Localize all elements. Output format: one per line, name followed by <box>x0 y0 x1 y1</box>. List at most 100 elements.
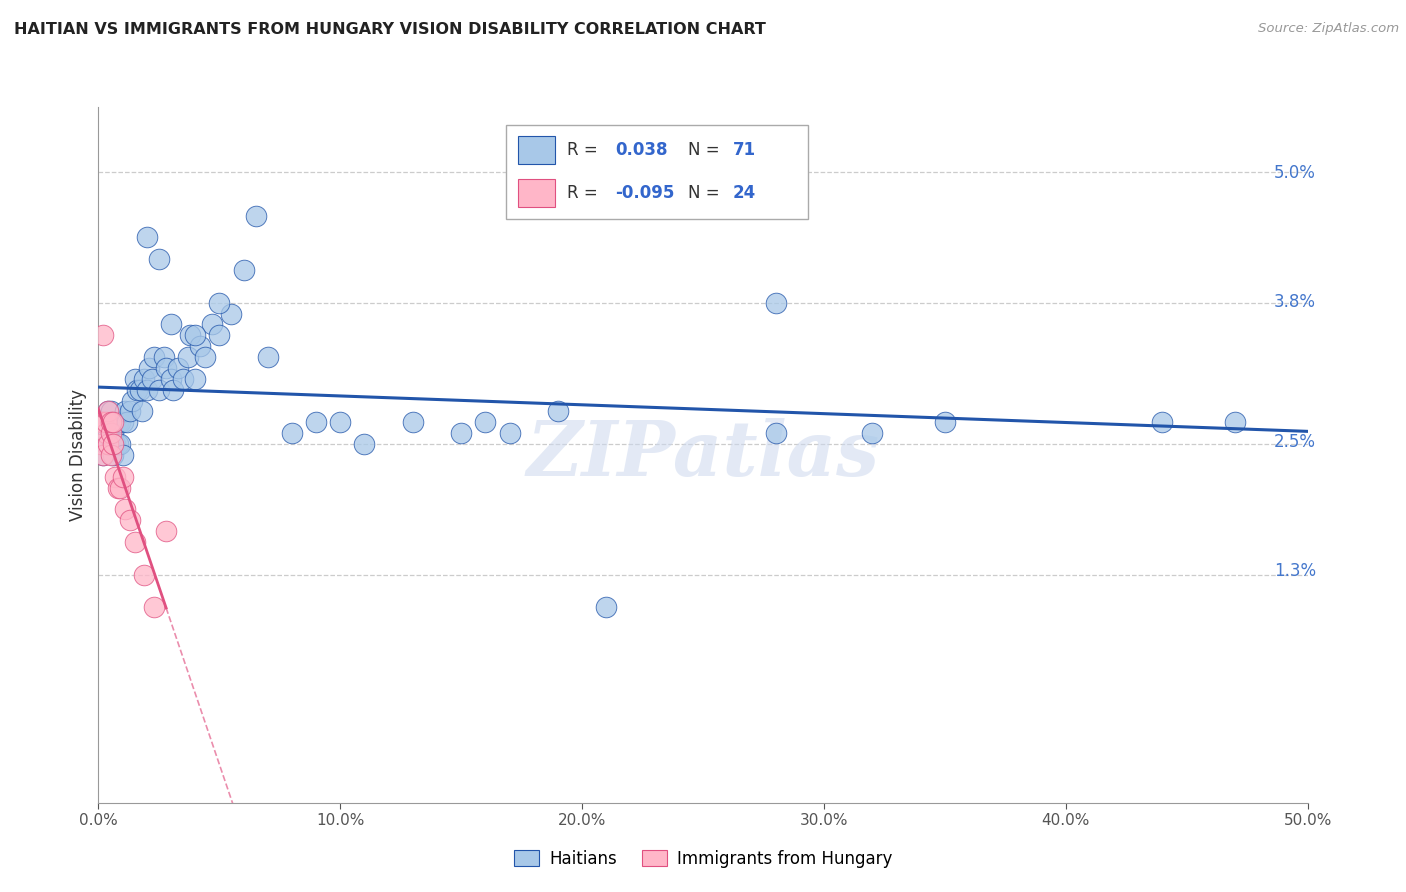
Point <box>621 593 644 607</box>
Point <box>252 326 274 340</box>
Point <box>180 411 202 425</box>
Point <box>256 336 278 351</box>
Point <box>172 422 194 436</box>
Point <box>169 443 191 458</box>
Point <box>1189 411 1212 425</box>
Point <box>177 443 200 458</box>
Point <box>219 250 242 264</box>
Point <box>260 347 283 361</box>
Point <box>236 358 259 372</box>
Point <box>172 433 194 447</box>
Y-axis label: Vision Disability: Vision Disability <box>69 384 87 516</box>
Point <box>318 347 340 361</box>
Text: N =: N = <box>688 141 718 159</box>
Point <box>172 411 194 425</box>
FancyBboxPatch shape <box>519 179 554 207</box>
Point <box>184 475 207 490</box>
Point <box>219 379 242 393</box>
Point <box>204 401 226 415</box>
Point <box>928 411 950 425</box>
Point <box>775 293 797 308</box>
Point <box>232 379 254 393</box>
Point <box>167 433 190 447</box>
Point <box>188 497 211 511</box>
Point <box>534 422 557 436</box>
Point <box>231 368 253 383</box>
Text: R =: R = <box>567 185 598 202</box>
Point <box>775 422 797 436</box>
Text: N =: N = <box>688 185 718 202</box>
Text: ZIPatlas: ZIPatlas <box>544 414 897 487</box>
Point <box>169 443 191 458</box>
Point <box>169 411 191 425</box>
Legend: Haitians, Immigrants from Hungary: Haitians, Immigrants from Hungary <box>524 833 917 864</box>
Point <box>169 411 191 425</box>
Point <box>176 422 198 436</box>
FancyBboxPatch shape <box>519 136 554 164</box>
Point <box>197 368 219 383</box>
Point <box>173 433 195 447</box>
Point <box>186 443 209 458</box>
Point <box>307 207 329 221</box>
Point <box>267 315 290 329</box>
Point <box>252 368 274 383</box>
Point <box>224 347 246 361</box>
Text: Source: ZipAtlas.com: Source: ZipAtlas.com <box>1258 22 1399 36</box>
Point <box>173 422 195 436</box>
Point <box>205 561 228 575</box>
Point <box>173 401 195 415</box>
Point <box>492 422 515 436</box>
Point <box>176 433 198 447</box>
Point <box>188 401 211 415</box>
Point <box>177 422 200 436</box>
Text: -0.095: -0.095 <box>614 185 675 202</box>
Point <box>405 433 427 447</box>
Point <box>173 401 195 415</box>
Point <box>169 326 191 340</box>
Point <box>225 518 247 533</box>
Point <box>208 228 231 243</box>
Point <box>513 411 536 425</box>
Point <box>176 443 198 458</box>
Point <box>201 379 224 393</box>
Point <box>181 475 204 490</box>
Point <box>167 411 190 425</box>
Point <box>177 433 200 447</box>
Point <box>1123 411 1146 425</box>
Point <box>231 315 253 329</box>
Point <box>225 358 247 372</box>
Point <box>274 326 297 340</box>
Point <box>382 411 405 425</box>
Point <box>184 433 207 447</box>
FancyBboxPatch shape <box>506 125 808 219</box>
Point <box>295 260 318 275</box>
Point <box>180 433 202 447</box>
Point <box>247 326 270 340</box>
Point <box>172 411 194 425</box>
Point <box>284 304 307 318</box>
Point <box>176 401 198 415</box>
Point <box>208 379 231 393</box>
Point <box>181 411 204 425</box>
Point <box>211 358 233 372</box>
Point <box>195 390 218 404</box>
Point <box>177 411 200 425</box>
Point <box>181 433 204 447</box>
Point <box>186 411 209 425</box>
Point <box>200 379 222 393</box>
Point <box>447 411 470 425</box>
Point <box>215 347 238 361</box>
Point <box>215 593 238 607</box>
Point <box>212 368 235 383</box>
Point <box>186 465 209 479</box>
Point <box>360 411 382 425</box>
Point <box>193 508 215 522</box>
Point <box>245 347 267 361</box>
Point <box>176 411 198 425</box>
Text: HAITIAN VS IMMIGRANTS FROM HUNGARY VISION DISABILITY CORRELATION CHART: HAITIAN VS IMMIGRANTS FROM HUNGARY VISIO… <box>14 22 766 37</box>
Point <box>180 465 202 479</box>
Point <box>274 293 297 308</box>
Text: 24: 24 <box>733 185 756 202</box>
Point <box>197 529 219 543</box>
Point <box>579 401 602 415</box>
